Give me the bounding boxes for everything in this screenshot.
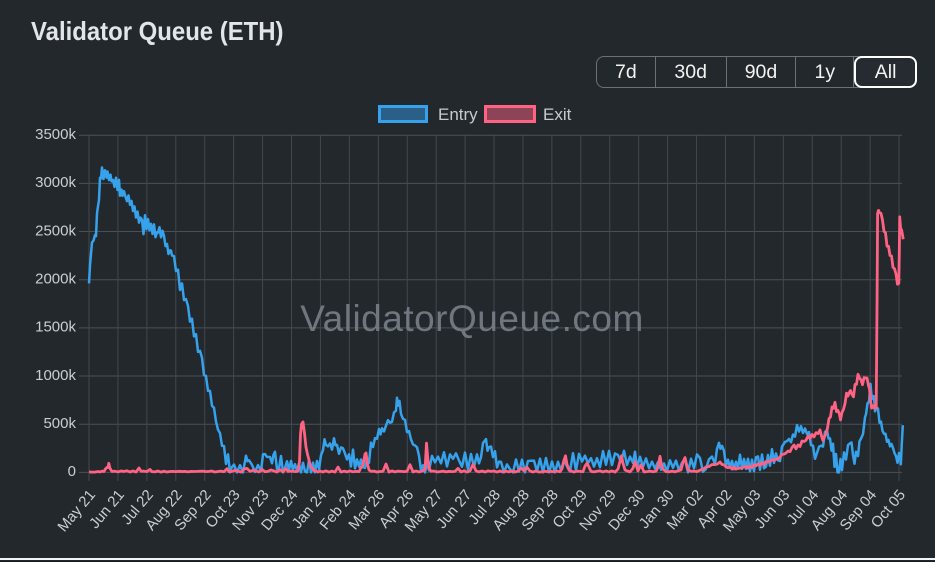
- svg-text:0: 0: [68, 463, 76, 480]
- svg-text:ValidatorQueue.com: ValidatorQueue.com: [300, 298, 644, 339]
- svg-text:3000k: 3000k: [35, 174, 76, 191]
- svg-text:1500k: 1500k: [35, 319, 76, 336]
- svg-text:1000k: 1000k: [35, 367, 76, 384]
- svg-text:2500k: 2500k: [35, 222, 76, 239]
- svg-text:3500k: 3500k: [35, 126, 76, 143]
- svg-text:2000k: 2000k: [35, 271, 76, 288]
- svg-text:500k: 500k: [43, 415, 76, 432]
- svg-text:May 21: May 21: [54, 487, 99, 536]
